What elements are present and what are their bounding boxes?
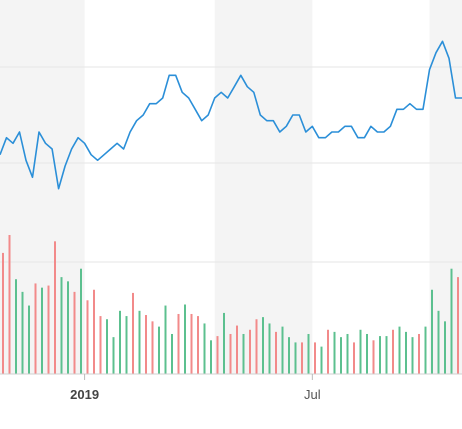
volume-bar — [301, 342, 303, 374]
volume-bar — [327, 329, 329, 374]
x-axis-ticks: 2019Jul2020 — [70, 374, 321, 402]
volume-bar — [106, 319, 108, 374]
volume-bar — [320, 346, 323, 374]
volume-bar — [132, 292, 134, 374]
volume-bar — [275, 331, 277, 374]
volume-bar — [164, 305, 167, 374]
volume-bar — [93, 289, 95, 374]
volume-bar — [379, 336, 381, 374]
volume-bar — [216, 336, 219, 374]
volume-bar — [281, 326, 284, 374]
volume-bar — [262, 317, 264, 374]
volume-bar — [411, 337, 414, 374]
volume-bar — [314, 342, 316, 374]
volume-bar — [151, 321, 154, 374]
volume-bar — [431, 289, 433, 374]
volume-bar — [457, 277, 459, 374]
volume-bar — [353, 342, 355, 374]
volume-bar — [21, 291, 24, 374]
volume-bar — [333, 331, 336, 374]
volume-bar — [236, 325, 238, 374]
volume-bars — [2, 235, 459, 374]
volume-bar — [34, 283, 37, 374]
volume-bar — [67, 281, 69, 374]
volume-bar — [398, 326, 401, 374]
volume-bar — [418, 333, 420, 374]
volume-bar — [366, 333, 368, 374]
volume-bar — [294, 342, 297, 374]
volume-bar — [15, 279, 17, 374]
price-line-layer — [0, 40, 462, 190]
volume-bar — [99, 316, 102, 374]
volume-bar — [86, 300, 89, 374]
volume-bar — [125, 316, 128, 374]
volume-bar — [177, 313, 180, 374]
volume-bar — [138, 310, 141, 374]
volume-bar — [444, 321, 446, 374]
volume-bar — [392, 329, 394, 374]
volume-bar — [242, 333, 245, 374]
volume-bar — [47, 285, 50, 374]
volume-bar — [249, 329, 251, 374]
volume-bar — [184, 304, 186, 374]
volume-bar — [190, 313, 193, 374]
volume-bar — [340, 337, 342, 374]
horizontal-gridlines — [0, 66, 462, 263]
volume-bar — [424, 326, 427, 374]
volume-bar — [41, 287, 43, 374]
volume-bar — [73, 291, 76, 374]
volume-bar — [203, 323, 206, 374]
volume-bar — [307, 333, 310, 374]
volume-bar — [2, 252, 4, 374]
volume-bar — [171, 333, 173, 374]
shaded-periods — [0, 0, 462, 374]
volume-bar — [8, 235, 11, 374]
x-tick-label: Jul — [304, 387, 321, 402]
volume-bar — [80, 268, 82, 374]
volume-bar — [255, 319, 258, 374]
volume-bar — [210, 340, 212, 374]
volume-bar — [372, 340, 375, 374]
volume-bar — [60, 277, 63, 374]
shaded-period-2 — [214, 0, 313, 374]
volume-bar — [119, 310, 121, 374]
volume-bar — [437, 310, 440, 374]
volume-bar — [54, 241, 56, 374]
volume-bar — [223, 312, 225, 374]
volume-bar — [288, 337, 290, 374]
volume-bar — [450, 268, 453, 374]
volume-bar — [112, 337, 115, 374]
volume-bar — [229, 333, 232, 374]
volume-bar — [145, 315, 147, 374]
volume-bar — [268, 323, 271, 374]
shaded-period-3 — [429, 0, 462, 374]
volume-bar — [385, 336, 388, 374]
volume-bar — [405, 331, 407, 374]
x-tick-label: 2019 — [70, 387, 99, 402]
volume-bar — [28, 305, 30, 374]
price-line — [0, 40, 462, 190]
volume-bar — [359, 329, 362, 374]
volume-bar — [158, 326, 160, 374]
volume-bar — [197, 316, 199, 374]
volume-bar — [346, 333, 349, 374]
